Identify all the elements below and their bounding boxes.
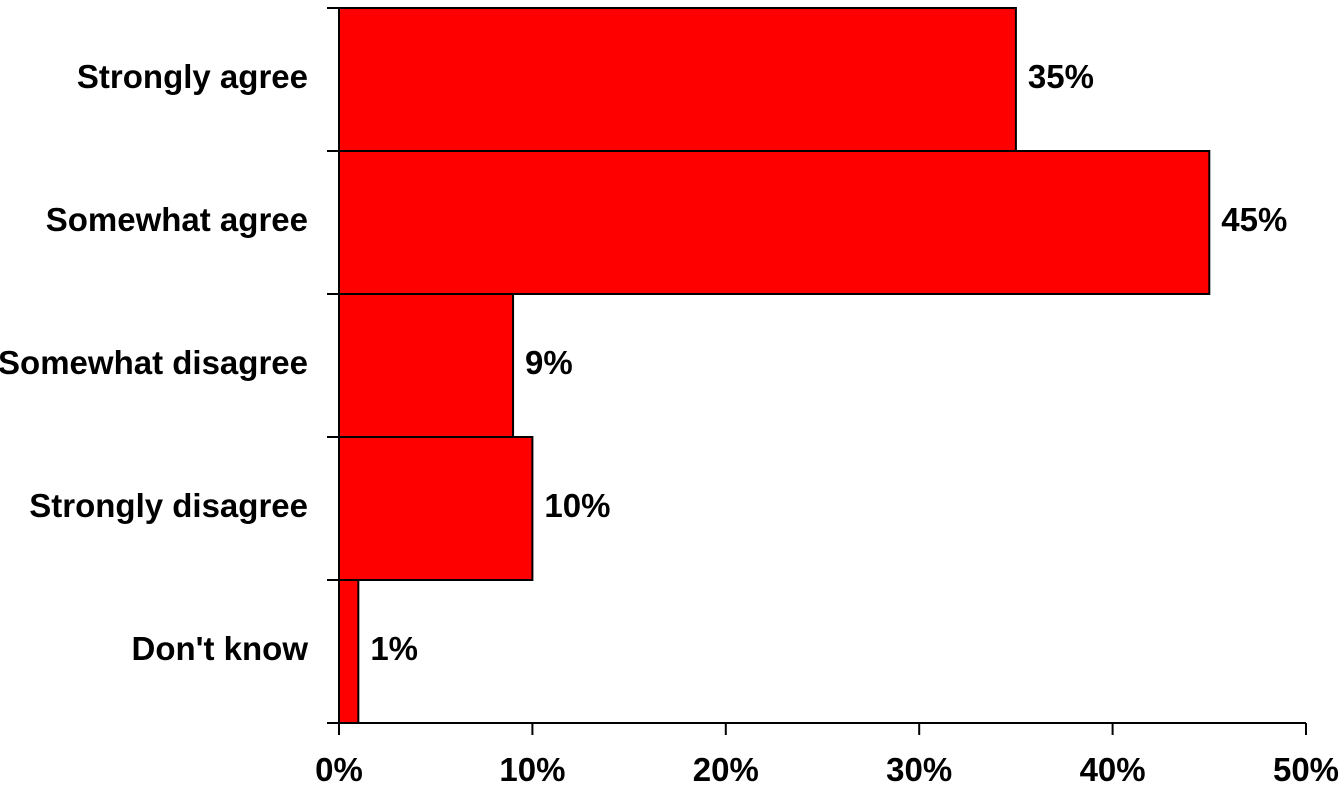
category-label: Somewhat disagree xyxy=(0,344,308,381)
x-tick-label: 0% xyxy=(315,751,363,788)
bar xyxy=(338,579,360,724)
x-tick-label: 20% xyxy=(693,751,759,788)
value-label: 1% xyxy=(370,630,418,667)
bar xyxy=(338,293,515,438)
value-label: 9% xyxy=(525,344,573,381)
value-label: 35% xyxy=(1028,58,1094,95)
x-tick-label: 50% xyxy=(1273,751,1339,788)
category-label: Strongly agree xyxy=(77,58,308,95)
category-label: Somewhat agree xyxy=(46,201,308,238)
bar xyxy=(338,436,534,581)
x-ticks-group: 0% 10% 20% 30% 40% 50% xyxy=(315,723,1339,788)
category-labels-group: Strongly agree Somewhat agree Somewhat dis… xyxy=(0,58,308,667)
x-tick-label: 30% xyxy=(886,751,952,788)
y-ticks-group xyxy=(327,7,339,724)
x-tick-label: 40% xyxy=(1080,751,1146,788)
category-label: Strongly disagree xyxy=(29,487,308,524)
bars-group xyxy=(338,7,1211,724)
value-label: 45% xyxy=(1221,201,1287,238)
bar xyxy=(338,150,1211,295)
x-tick-label: 10% xyxy=(499,751,565,788)
bar xyxy=(338,7,1017,152)
value-labels-group: 35% 45% 9% 10% 1% xyxy=(370,58,1287,667)
value-label: 10% xyxy=(544,487,610,524)
category-label: Don't know xyxy=(132,630,309,667)
